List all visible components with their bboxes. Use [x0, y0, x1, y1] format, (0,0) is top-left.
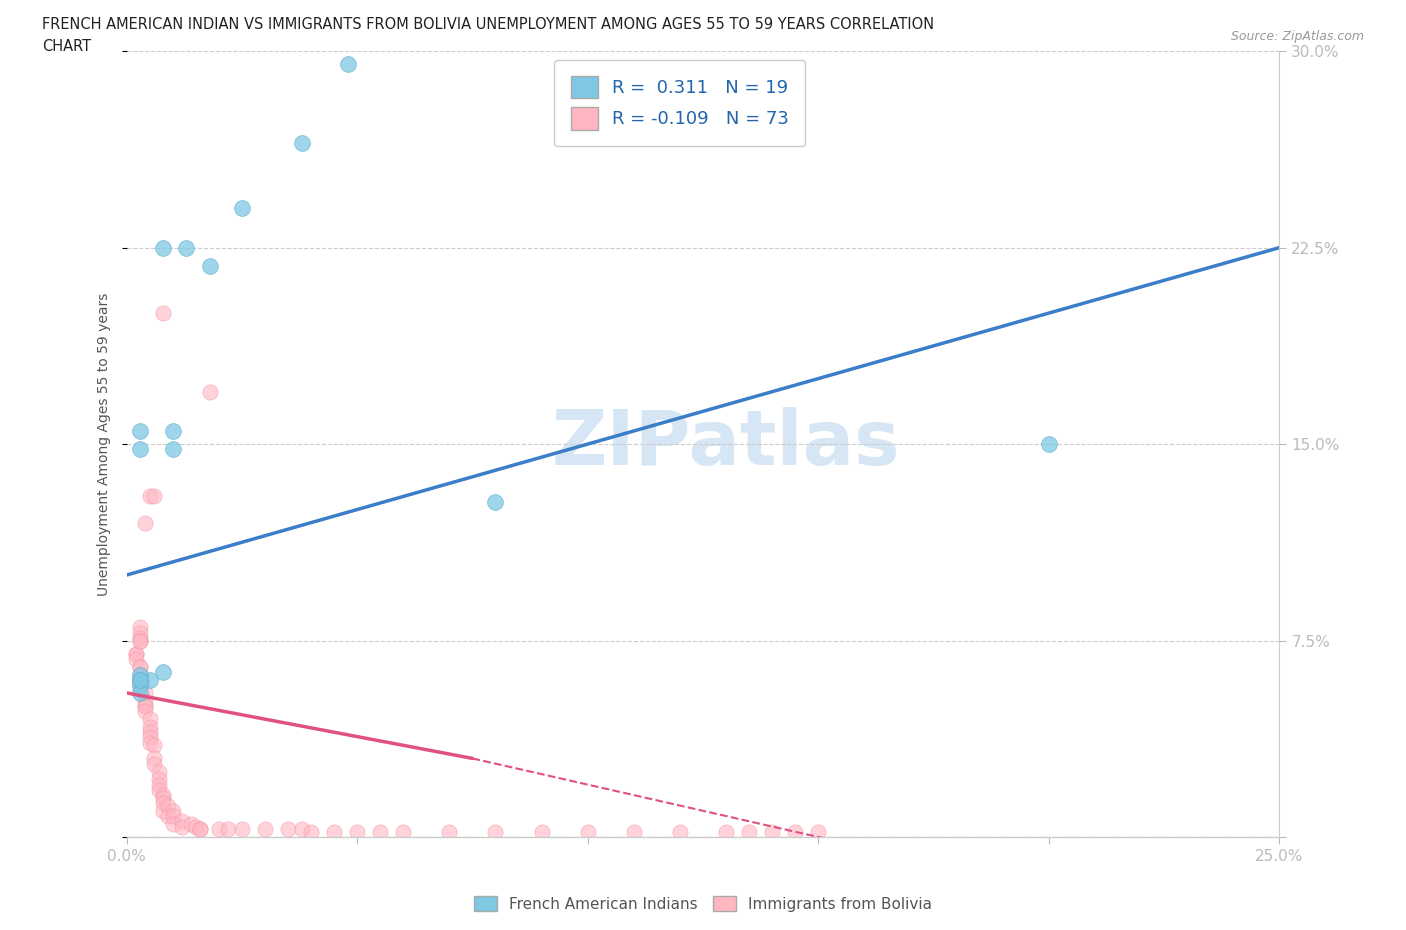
Point	[129, 667, 152, 682]
Point	[148, 777, 170, 792]
Point	[129, 442, 152, 457]
Point	[129, 633, 152, 648]
Point	[148, 764, 170, 779]
Point	[138, 711, 160, 726]
Text: ZIPatlas: ZIPatlas	[551, 407, 900, 481]
Point	[138, 724, 160, 739]
Point	[785, 824, 807, 839]
Point	[152, 788, 174, 803]
Text: CHART: CHART	[42, 39, 91, 54]
Point	[208, 822, 231, 837]
Point	[299, 824, 322, 839]
Point	[138, 736, 160, 751]
Point	[368, 824, 391, 839]
Point	[1038, 437, 1060, 452]
Point	[129, 672, 152, 687]
Point	[198, 384, 221, 399]
Point	[129, 683, 152, 698]
Point	[669, 824, 692, 839]
Point	[134, 685, 156, 700]
Point	[129, 678, 152, 693]
Point	[125, 646, 148, 661]
Point	[138, 720, 160, 735]
Point	[129, 667, 152, 682]
Point	[152, 795, 174, 810]
Point	[129, 659, 152, 674]
Point	[152, 804, 174, 818]
Point	[134, 698, 156, 713]
Point	[148, 772, 170, 787]
Point	[129, 633, 152, 648]
Point	[231, 201, 253, 216]
Point	[162, 804, 184, 818]
Point	[134, 694, 156, 709]
Point	[198, 259, 221, 273]
Legend: R =  0.311   N = 19, R = -0.109   N = 73: R = 0.311 N = 19, R = -0.109 N = 73	[554, 60, 806, 146]
Point	[134, 515, 156, 530]
Point	[484, 494, 506, 509]
Point	[162, 423, 184, 438]
Point	[484, 824, 506, 839]
Point	[157, 808, 180, 823]
Point	[162, 817, 184, 831]
Point	[623, 824, 645, 839]
Point	[152, 240, 174, 255]
Point	[138, 730, 160, 745]
Point	[129, 625, 152, 640]
Point	[323, 824, 346, 839]
Point	[253, 822, 276, 837]
Point	[336, 57, 359, 72]
Point	[129, 678, 152, 693]
Point	[277, 822, 299, 837]
Point	[291, 822, 314, 837]
Point	[162, 808, 184, 823]
Point	[129, 685, 152, 700]
Point	[129, 672, 152, 687]
Point	[217, 822, 239, 837]
Point	[143, 489, 166, 504]
Point	[157, 798, 180, 813]
Point	[392, 824, 415, 839]
Point	[125, 646, 148, 661]
Point	[152, 665, 174, 680]
Legend: French American Indians, Immigrants from Bolivia: French American Indians, Immigrants from…	[468, 889, 938, 918]
Point	[439, 824, 461, 839]
Point	[738, 824, 761, 839]
Point	[807, 824, 830, 839]
Point	[129, 631, 152, 645]
Point	[143, 737, 166, 752]
Point	[761, 824, 783, 839]
Point	[134, 704, 156, 719]
Y-axis label: Unemployment Among Ages 55 to 59 years: Unemployment Among Ages 55 to 59 years	[97, 292, 111, 596]
Text: Source: ZipAtlas.com: Source: ZipAtlas.com	[1230, 30, 1364, 43]
Point	[129, 620, 152, 635]
Point	[143, 756, 166, 771]
Point	[134, 698, 156, 713]
Point	[143, 751, 166, 766]
Point	[152, 790, 174, 805]
Point	[125, 651, 148, 666]
Point	[346, 824, 368, 839]
Point	[148, 782, 170, 797]
Point	[188, 822, 211, 837]
Point	[170, 814, 193, 829]
Point	[180, 817, 202, 831]
Point	[170, 819, 193, 834]
Point	[714, 824, 737, 839]
Point	[530, 824, 553, 839]
Point	[129, 672, 152, 687]
Point	[184, 819, 207, 834]
Point	[129, 423, 152, 438]
Text: FRENCH AMERICAN INDIAN VS IMMIGRANTS FROM BOLIVIA UNEMPLOYMENT AMONG AGES 55 TO : FRENCH AMERICAN INDIAN VS IMMIGRANTS FRO…	[42, 17, 935, 32]
Point	[291, 136, 314, 151]
Point	[138, 672, 160, 687]
Point	[231, 822, 253, 837]
Point	[162, 442, 184, 457]
Point	[138, 489, 160, 504]
Point	[129, 659, 152, 674]
Point	[176, 240, 198, 255]
Point	[152, 306, 174, 321]
Point	[188, 822, 211, 837]
Point	[576, 824, 599, 839]
